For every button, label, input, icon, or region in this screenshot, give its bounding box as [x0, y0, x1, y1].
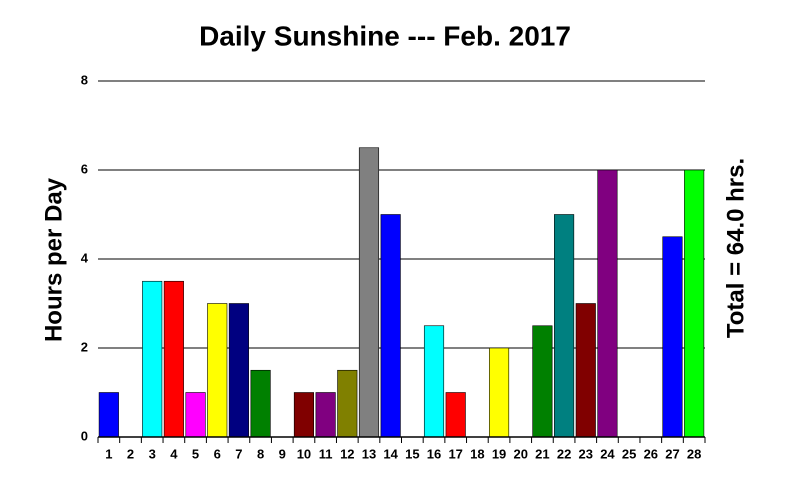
bar [554, 214, 575, 438]
y-tick-label: 2 [81, 339, 88, 354]
x-tick-label: 13 [362, 446, 376, 461]
x-tick-label: 19 [492, 446, 506, 461]
bar [185, 392, 206, 438]
x-tick-label: 17 [448, 446, 462, 461]
x-tick-label: 27 [665, 446, 679, 461]
x-tick-label: 14 [383, 446, 398, 461]
x-tick-label: 3 [149, 446, 156, 461]
bar [337, 369, 358, 438]
bar [423, 325, 445, 438]
y-axis-label: Hours per Day [40, 177, 67, 342]
bar [358, 147, 380, 438]
x-tick-label: 8 [257, 446, 264, 461]
bar [380, 214, 401, 438]
x-tick-label: 18 [470, 446, 484, 461]
bar [597, 169, 618, 438]
bar [532, 325, 553, 438]
bar [142, 280, 163, 438]
x-tick-label: 22 [557, 446, 571, 461]
x-tick-label: 21 [535, 446, 549, 461]
y-tick-label: 8 [81, 72, 88, 87]
x-tick-label: 26 [644, 446, 658, 461]
bar [207, 303, 228, 438]
x-tick-label: 5 [192, 446, 199, 461]
total-annotation: Total = 64.0 hrs. [722, 158, 749, 338]
x-tick-label: 11 [319, 446, 333, 461]
x-tick-label: 7 [235, 446, 242, 461]
x-tick-label: 20 [513, 446, 527, 461]
chart-title: Daily Sunshine --- Feb. 2017 [199, 20, 571, 51]
bar [445, 392, 466, 438]
x-tick-label: 15 [405, 446, 419, 461]
bar [250, 369, 271, 438]
bar [228, 303, 249, 438]
y-tick-label: 6 [81, 161, 88, 176]
x-tick-label: 2 [127, 446, 134, 461]
x-tick-label: 28 [687, 446, 701, 461]
x-tick-label: 9 [279, 446, 286, 461]
x-tick-label: 10 [297, 446, 311, 461]
bar [293, 392, 315, 438]
x-tick-label: 4 [170, 446, 178, 461]
y-tick-label: 4 [81, 250, 89, 265]
bar [488, 347, 510, 438]
bar [662, 236, 683, 438]
bar [98, 392, 119, 438]
x-tick-label: 1 [105, 446, 112, 461]
x-tick-label: 16 [427, 446, 441, 461]
x-tick-label: 24 [600, 446, 615, 461]
bar [684, 169, 705, 438]
bar [315, 392, 336, 438]
bar [575, 303, 596, 438]
x-tick-label: 12 [340, 446, 354, 461]
x-tick-label: 6 [214, 446, 221, 461]
bar [163, 280, 184, 438]
x-tick-label: 25 [622, 446, 636, 461]
x-tick-label: 23 [579, 446, 593, 461]
y-tick-label: 0 [81, 428, 88, 443]
